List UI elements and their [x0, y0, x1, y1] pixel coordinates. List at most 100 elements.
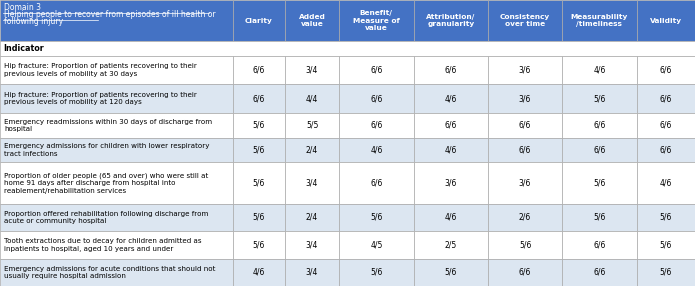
Text: 4/4: 4/4	[306, 94, 318, 103]
Text: Benefit/
Measure of
value: Benefit/ Measure of value	[353, 10, 400, 31]
Text: 5/6: 5/6	[445, 268, 457, 277]
Bar	[562, 138, 637, 162]
Bar	[562, 0, 637, 41]
Text: Proportion of older people (65 and over) who were still at
home 91 days after di: Proportion of older people (65 and over)…	[4, 172, 208, 194]
Text: 3/6: 3/6	[519, 65, 531, 74]
Bar	[637, 55, 695, 84]
Text: 5/6: 5/6	[660, 213, 672, 222]
Text: 6/6: 6/6	[519, 268, 531, 277]
Text: 6/6: 6/6	[594, 121, 605, 130]
Bar	[339, 84, 414, 113]
Text: 5/6: 5/6	[660, 241, 672, 249]
Bar	[414, 113, 488, 138]
Text: 4/6: 4/6	[660, 178, 672, 188]
Bar	[285, 204, 339, 231]
Text: 6/6: 6/6	[660, 121, 672, 130]
Text: 5/6: 5/6	[594, 94, 605, 103]
Bar	[0, 204, 233, 231]
Bar	[339, 138, 414, 162]
Bar	[233, 55, 285, 84]
Bar	[637, 162, 695, 204]
Bar	[0, 41, 695, 55]
Text: 6/6: 6/6	[594, 146, 605, 154]
Bar	[562, 231, 637, 259]
Text: 2/4: 2/4	[306, 213, 318, 222]
Bar	[0, 55, 233, 84]
Bar	[488, 204, 562, 231]
Bar	[637, 113, 695, 138]
Text: Clarity: Clarity	[245, 18, 272, 24]
Text: Measurability
/timeliness: Measurability /timeliness	[571, 14, 628, 27]
Bar	[285, 113, 339, 138]
Text: 5/6: 5/6	[370, 213, 382, 222]
Text: following injury: following injury	[4, 17, 63, 26]
Bar	[488, 259, 562, 286]
Bar	[637, 84, 695, 113]
Text: Consistency
over time: Consistency over time	[500, 14, 550, 27]
Text: 6/6: 6/6	[594, 268, 605, 277]
Bar	[414, 231, 488, 259]
Bar	[637, 231, 695, 259]
Bar	[414, 259, 488, 286]
Text: 3/4: 3/4	[306, 65, 318, 74]
Bar	[414, 84, 488, 113]
Bar	[562, 84, 637, 113]
Bar	[414, 0, 488, 41]
Text: 4/6: 4/6	[445, 146, 457, 154]
Bar	[339, 0, 414, 41]
Text: 4/6: 4/6	[445, 94, 457, 103]
Text: 6/6: 6/6	[370, 121, 382, 130]
Bar	[0, 84, 233, 113]
Text: Hip fracture: Proportion of patients recovering to their
previous levels of mobi: Hip fracture: Proportion of patients rec…	[4, 92, 197, 106]
Text: 4/6: 4/6	[445, 213, 457, 222]
Text: Emergency readmissions within 30 days of discharge from
hospital: Emergency readmissions within 30 days of…	[4, 119, 212, 132]
Bar	[0, 162, 233, 204]
Text: Tooth extractions due to decay for children admitted as
inpatients to hospital, : Tooth extractions due to decay for child…	[4, 238, 202, 252]
Text: 6/6: 6/6	[370, 178, 382, 188]
Text: 6/6: 6/6	[445, 121, 457, 130]
Text: 4/5: 4/5	[370, 241, 382, 249]
Bar	[339, 162, 414, 204]
Bar	[562, 204, 637, 231]
Bar	[0, 0, 233, 41]
Bar	[285, 0, 339, 41]
Bar	[637, 0, 695, 41]
Bar	[414, 162, 488, 204]
Text: Added
value: Added value	[299, 14, 325, 27]
Text: 6/6: 6/6	[370, 94, 382, 103]
Bar	[233, 204, 285, 231]
Bar	[0, 231, 233, 259]
Bar	[0, 259, 233, 286]
Bar	[233, 0, 285, 41]
Text: 6/6: 6/6	[370, 65, 382, 74]
Bar	[0, 113, 233, 138]
Bar	[285, 138, 339, 162]
Text: 5/6: 5/6	[594, 178, 605, 188]
Bar	[233, 259, 285, 286]
Text: 4/6: 4/6	[594, 65, 605, 74]
Text: 6/6: 6/6	[660, 94, 672, 103]
Bar	[488, 162, 562, 204]
Text: 5/6: 5/6	[253, 213, 265, 222]
Bar	[488, 84, 562, 113]
Text: 5/5: 5/5	[306, 121, 318, 130]
Text: 5/6: 5/6	[253, 146, 265, 154]
Bar	[285, 162, 339, 204]
Bar	[339, 231, 414, 259]
Bar	[488, 231, 562, 259]
Bar	[488, 113, 562, 138]
Bar	[637, 204, 695, 231]
Bar	[488, 0, 562, 41]
Text: 3/4: 3/4	[306, 268, 318, 277]
Text: 5/6: 5/6	[253, 178, 265, 188]
Text: Validity: Validity	[650, 18, 682, 24]
Bar	[562, 162, 637, 204]
Text: Emergency admissions for acute conditions that should not
usually require hospit: Emergency admissions for acute condition…	[4, 265, 215, 279]
Text: 2/5: 2/5	[445, 241, 457, 249]
Bar	[339, 204, 414, 231]
Bar	[285, 231, 339, 259]
Text: Attribution/
granularity: Attribution/ granularity	[426, 14, 475, 27]
Bar	[562, 259, 637, 286]
Bar	[637, 138, 695, 162]
Bar	[339, 259, 414, 286]
